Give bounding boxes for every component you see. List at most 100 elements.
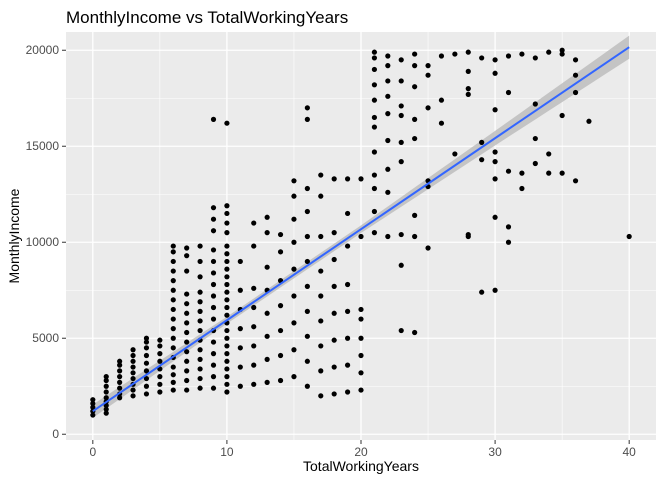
data-point — [170, 364, 176, 370]
data-point — [170, 335, 176, 341]
data-point — [559, 51, 565, 57]
data-point — [385, 137, 391, 144]
data-point — [170, 249, 176, 255]
data-point — [371, 149, 378, 155]
data-point — [224, 381, 230, 387]
data-point — [479, 55, 485, 61]
data-point — [519, 51, 525, 57]
data-point — [210, 228, 217, 234]
data-point — [184, 387, 190, 393]
data-point — [277, 327, 284, 334]
data-point — [385, 189, 391, 195]
x-tick-label: 40 — [623, 445, 637, 459]
data-point — [291, 178, 297, 184]
data-point — [210, 304, 217, 311]
data-point — [371, 55, 378, 61]
data-point — [210, 281, 217, 288]
data-point — [344, 308, 351, 314]
data-point — [304, 308, 310, 314]
data-point — [210, 270, 217, 276]
data-point — [331, 176, 337, 182]
data-point — [197, 366, 203, 372]
data-point — [398, 139, 404, 145]
data-point — [170, 287, 176, 293]
data-point — [210, 116, 217, 122]
data-point — [532, 101, 538, 107]
data-point — [586, 118, 592, 124]
data-point — [385, 166, 391, 172]
data-point — [224, 335, 230, 341]
data-point — [130, 393, 136, 399]
data-point — [505, 89, 512, 96]
y-tick-label: 10000 — [26, 235, 60, 249]
data-point — [143, 368, 150, 374]
data-point — [251, 220, 257, 226]
data-point — [264, 379, 270, 385]
data-point — [170, 306, 176, 313]
data-point — [237, 258, 243, 265]
data-point — [371, 49, 378, 55]
data-point — [157, 337, 163, 343]
data-point — [532, 135, 538, 142]
data-point — [371, 172, 378, 178]
data-point — [572, 178, 579, 184]
y-axis-ticks: 0 5000 10000 15000 20000 — [26, 43, 66, 441]
data-point — [371, 208, 378, 215]
data-point — [318, 268, 324, 274]
data-point — [170, 268, 176, 274]
data-point — [318, 233, 324, 240]
data-point — [197, 243, 203, 249]
data-point — [157, 351, 163, 357]
data-point — [318, 293, 324, 299]
data-point — [170, 278, 176, 284]
data-point — [371, 124, 378, 130]
data-point — [197, 308, 203, 314]
y-tick-label: 15000 — [26, 139, 60, 153]
data-point — [344, 281, 351, 288]
data-point — [505, 239, 512, 245]
data-point — [170, 316, 176, 322]
data-point — [291, 193, 297, 199]
data-point — [277, 352, 284, 359]
data-point — [358, 316, 364, 322]
data-point — [425, 72, 431, 78]
data-point — [412, 63, 418, 69]
data-point — [130, 364, 136, 370]
data-point — [210, 351, 217, 357]
data-point — [197, 375, 203, 382]
data-point — [130, 347, 136, 353]
y-tick-label: 0 — [52, 427, 59, 441]
data-point — [358, 233, 364, 240]
data-point — [344, 335, 351, 341]
data-point — [398, 231, 404, 238]
data-point — [277, 303, 284, 309]
data-point — [318, 318, 324, 324]
data-point — [224, 203, 230, 209]
x-axis-title: TotalWorkingYears — [303, 458, 419, 474]
points-layer — [90, 47, 632, 418]
data-point — [277, 249, 284, 255]
data-point — [291, 374, 297, 380]
data-point — [385, 111, 391, 117]
data-point — [117, 374, 123, 380]
data-point — [358, 370, 364, 376]
data-point — [224, 258, 230, 265]
data-point — [103, 410, 109, 416]
data-point — [277, 231, 284, 238]
data-point — [143, 345, 150, 351]
data-point — [224, 304, 230, 311]
data-point — [398, 103, 404, 109]
data-point — [237, 287, 243, 293]
data-point — [197, 318, 203, 324]
data-point — [358, 335, 364, 341]
data-point — [90, 400, 96, 407]
data-point — [117, 385, 123, 391]
y-tick-label: 5000 — [32, 331, 59, 345]
data-point — [492, 176, 498, 182]
data-point — [465, 49, 471, 55]
data-point — [264, 356, 270, 362]
data-point — [143, 383, 150, 389]
data-point — [197, 289, 203, 295]
data-point — [237, 326, 243, 332]
data-point — [197, 327, 203, 334]
